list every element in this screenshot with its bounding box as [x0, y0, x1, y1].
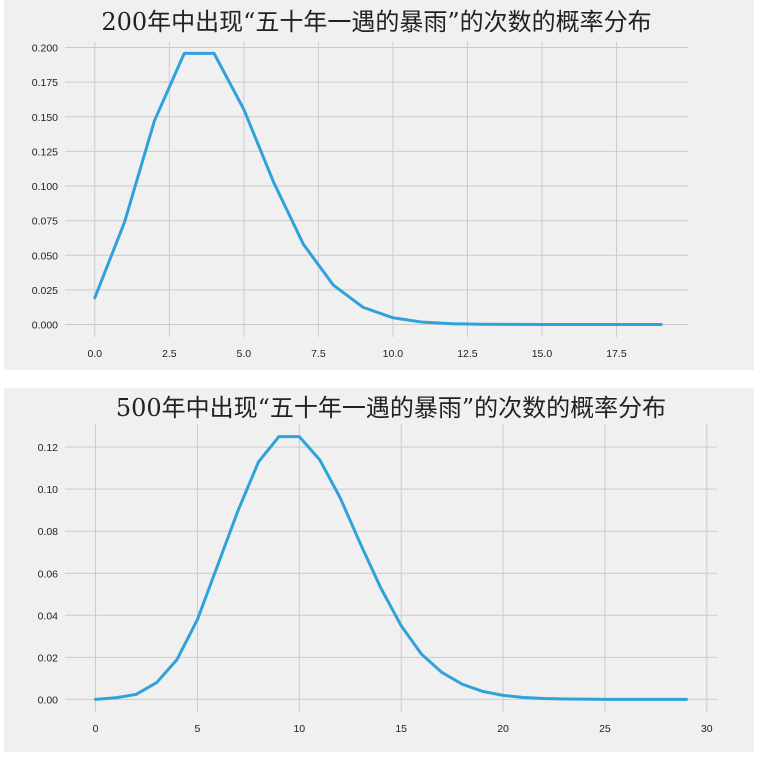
x-tick-label: 5	[195, 723, 201, 735]
y-tick-label: 0.200	[32, 43, 58, 55]
y-tick-label: 0.12	[38, 442, 59, 454]
series-line	[94, 435, 688, 701]
y-tick-label: 0.02	[38, 652, 59, 664]
y-tick-label: 0.050	[32, 250, 58, 262]
x-tick-label: 0	[93, 723, 99, 735]
x-tick-label: 5.0	[237, 348, 252, 360]
y-tick-label: 0.075	[32, 216, 58, 228]
y-tick-label: 0.025	[32, 285, 58, 297]
chart-1-title: 200年中出现“五十年一遇的暴雨”的次数的概率分布	[101, 8, 651, 36]
x-tick-label: 2.5	[162, 348, 177, 360]
y-tick-label: 0.06	[38, 568, 59, 580]
x-tick-label: 17.5	[606, 348, 627, 360]
x-tick-label: 10	[293, 723, 305, 735]
x-tick-label: 7.5	[311, 348, 326, 360]
x-tick-label: 0.0	[88, 348, 103, 360]
chart-2: 0 5 10 15 20 25 30 0.00 0.02 0.04 0.06 0.08 0.10 0.12…	[4, 388, 754, 752]
x-tick-label: 20	[497, 723, 509, 735]
chart-1-gridlines	[65, 42, 688, 337]
chart-2-tick-labels: 0 5 10 15 20 25 30 0.00 0.02 0.04 0.06 0.08 0.10 0.12	[38, 442, 713, 735]
y-tick-label: 0.10	[38, 484, 59, 496]
y-tick-label: 0.125	[32, 146, 58, 158]
x-tick-label: 15.0	[532, 348, 553, 360]
y-tick-label: 0.000	[32, 320, 58, 332]
chart-1-tick-labels: 0.0 2.5 5.0 7.5 10.0 12.5 15.0 17.5 0.000 0.025 0.…	[32, 43, 627, 360]
chart-2-gridlines	[65, 424, 717, 712]
y-tick-label: 0.175	[32, 77, 58, 89]
x-tick-label: 30	[701, 723, 713, 735]
y-tick-label: 0.150	[32, 112, 58, 124]
x-tick-label: 12.5	[457, 348, 478, 360]
y-tick-label: 0.100	[32, 181, 58, 193]
chart-1-background	[4, 0, 754, 370]
x-tick-label: 15	[395, 723, 407, 735]
series-line	[93, 51, 663, 327]
y-tick-label: 0.08	[38, 526, 59, 538]
chart-1: 0.0 2.5 5.0 7.5 10.0 12.5 15.0 17.5 0.000 0.025 0.…	[4, 0, 754, 370]
chart-2-title: 500年中出现“五十年一遇的暴雨”的次数的概率分布	[116, 394, 666, 422]
x-tick-label: 10.0	[383, 348, 404, 360]
chart-2-background	[4, 388, 754, 752]
chart-2-series	[94, 435, 688, 701]
y-tick-label: 0.04	[38, 610, 59, 622]
chart-1-series	[93, 51, 663, 327]
x-tick-label: 25	[599, 723, 611, 735]
y-tick-label: 0.00	[38, 694, 59, 706]
